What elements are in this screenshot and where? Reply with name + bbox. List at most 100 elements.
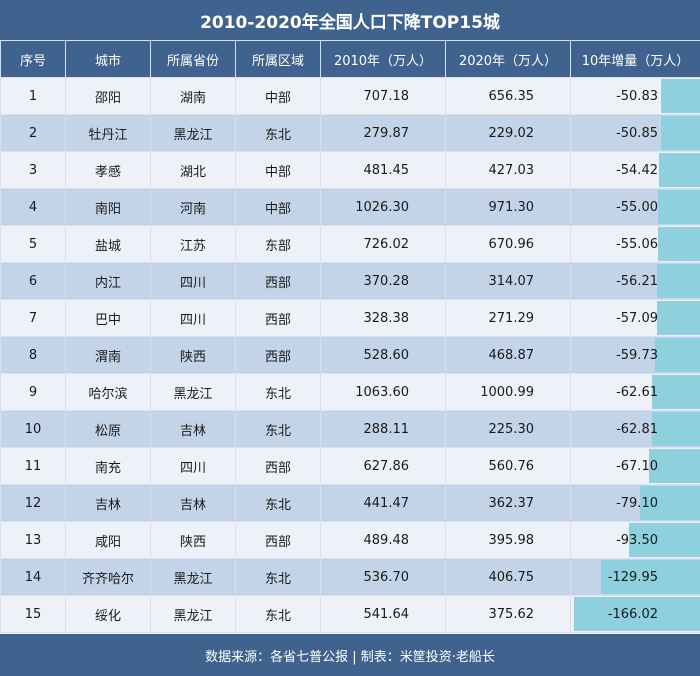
cell-pop2020: 362.37 <box>445 484 571 522</box>
cell-pop2010: 536.70 <box>320 558 446 596</box>
cell-region: 东北 <box>235 595 321 633</box>
change-value: -129.95 <box>607 569 658 585</box>
cell-region: 中部 <box>235 188 321 226</box>
change-bar <box>658 190 700 224</box>
table-row: 3 孝感 湖北 中部 481.45 427.03 -54.42 <box>0 151 700 189</box>
cell-region: 东北 <box>235 484 321 522</box>
change-value: -55.06 <box>616 236 658 252</box>
cell-pop2020: 468.87 <box>445 336 571 374</box>
cell-city: 吉林 <box>65 484 151 522</box>
cell-change: -50.85 <box>570 114 700 152</box>
header-province: 所属省份 <box>150 40 236 78</box>
cell-city: 牡丹江 <box>65 114 151 152</box>
cell-pop2010: 328.38 <box>320 299 446 337</box>
change-value: -54.42 <box>616 162 658 178</box>
cell-pop2010: 489.48 <box>320 521 446 559</box>
cell-rank: 8 <box>0 336 66 374</box>
cell-province: 四川 <box>150 299 236 337</box>
change-value: -57.09 <box>616 310 658 326</box>
cell-city: 南阳 <box>65 188 151 226</box>
source-footer: 数据来源：各省七普公报 | 制表：米筐投资·老船长 <box>0 634 700 676</box>
cell-change: -93.50 <box>570 521 700 559</box>
cell-region: 东北 <box>235 558 321 596</box>
change-value: -166.02 <box>607 606 658 622</box>
cell-province: 陕西 <box>150 336 236 374</box>
change-bar <box>652 412 700 446</box>
cell-change: -56.21 <box>570 262 700 300</box>
change-value: -50.85 <box>616 125 658 141</box>
table-row: 12 吉林 吉林 东北 441.47 362.37 -79.10 <box>0 484 700 522</box>
cell-province: 吉林 <box>150 410 236 448</box>
table-row: 10 松原 吉林 东北 288.11 225.30 -62.81 <box>0 410 700 448</box>
cell-region: 东部 <box>235 225 321 263</box>
change-bar <box>649 449 700 483</box>
cell-province: 吉林 <box>150 484 236 522</box>
change-bar <box>657 301 700 335</box>
cell-pop2010: 370.28 <box>320 262 446 300</box>
cell-province: 黑龙江 <box>150 558 236 596</box>
cell-change: -67.10 <box>570 447 700 485</box>
cell-pop2020: 1000.99 <box>445 373 571 411</box>
cell-rank: 7 <box>0 299 66 337</box>
cell-change: -129.95 <box>570 558 700 596</box>
change-value: -50.83 <box>616 88 658 104</box>
cell-rank: 2 <box>0 114 66 152</box>
cell-city: 哈尔滨 <box>65 373 151 411</box>
cell-pop2020: 229.02 <box>445 114 571 152</box>
cell-pop2020: 670.96 <box>445 225 571 263</box>
cell-change: -50.83 <box>570 77 700 115</box>
cell-province: 陕西 <box>150 521 236 559</box>
cell-rank: 3 <box>0 151 66 189</box>
cell-pop2020: 971.30 <box>445 188 571 226</box>
cell-province: 黑龙江 <box>150 373 236 411</box>
table-row: 14 齐齐哈尔 黑龙江 东北 536.70 406.75 -129.95 <box>0 558 700 596</box>
change-value: -59.73 <box>616 347 658 363</box>
change-value: -93.50 <box>616 532 658 548</box>
cell-region: 西部 <box>235 299 321 337</box>
change-value: -56.21 <box>616 273 658 289</box>
change-bar <box>652 375 700 409</box>
cell-rank: 1 <box>0 77 66 115</box>
header-region: 所属区域 <box>235 40 321 78</box>
cell-pop2020: 314.07 <box>445 262 571 300</box>
cell-pop2020: 395.98 <box>445 521 571 559</box>
cell-change: -62.81 <box>570 410 700 448</box>
chart-title: 2010-2020年全国人口下降TOP15城 <box>0 0 700 40</box>
change-value: -55.00 <box>616 199 658 215</box>
change-bar <box>640 486 700 520</box>
cell-change: -59.73 <box>570 336 700 374</box>
cell-city: 松原 <box>65 410 151 448</box>
cell-region: 西部 <box>235 521 321 559</box>
cell-rank: 9 <box>0 373 66 411</box>
change-value: -62.81 <box>616 421 658 437</box>
table-row: 2 牡丹江 黑龙江 东北 279.87 229.02 -50.85 <box>0 114 700 152</box>
table-body: 1 邵阳 湖南 中部 707.18 656.35 -50.83 2 牡丹江 黑龙江 东北 279.87… <box>0 77 700 633</box>
cell-province: 江苏 <box>150 225 236 263</box>
cell-rank: 4 <box>0 188 66 226</box>
table-row: 8 渭南 陕西 西部 528.60 468.87 -59.73 <box>0 336 700 374</box>
cell-rank: 15 <box>0 595 66 633</box>
table-row: 13 咸阳 陕西 西部 489.48 395.98 -93.50 <box>0 521 700 559</box>
cell-region: 西部 <box>235 447 321 485</box>
table-row: 4 南阳 河南 中部 1026.30 971.30 -55.00 <box>0 188 700 226</box>
cell-pop2020: 375.62 <box>445 595 571 633</box>
cell-pop2020: 427.03 <box>445 151 571 189</box>
population-table-area: 序号 城市 所属省份 所属区域 2010年（万人） 2020年（万人） 10年增… <box>0 40 700 634</box>
cell-change: -54.42 <box>570 151 700 189</box>
cell-province: 黑龙江 <box>150 595 236 633</box>
cell-pop2020: 271.29 <box>445 299 571 337</box>
table-row: 15 绥化 黑龙江 东北 541.64 375.62 -166.02 <box>0 595 700 633</box>
cell-rank: 13 <box>0 521 66 559</box>
change-bar <box>601 560 700 594</box>
cell-province: 四川 <box>150 447 236 485</box>
cell-pop2020: 560.76 <box>445 447 571 485</box>
cell-pop2010: 288.11 <box>320 410 446 448</box>
cell-pop2010: 726.02 <box>320 225 446 263</box>
cell-rank: 14 <box>0 558 66 596</box>
table-row: 9 哈尔滨 黑龙江 东北 1063.60 1000.99 -62.61 <box>0 373 700 411</box>
change-value: -67.10 <box>616 458 658 474</box>
cell-pop2010: 279.87 <box>320 114 446 152</box>
change-value: -62.61 <box>616 384 658 400</box>
cell-rank: 5 <box>0 225 66 263</box>
